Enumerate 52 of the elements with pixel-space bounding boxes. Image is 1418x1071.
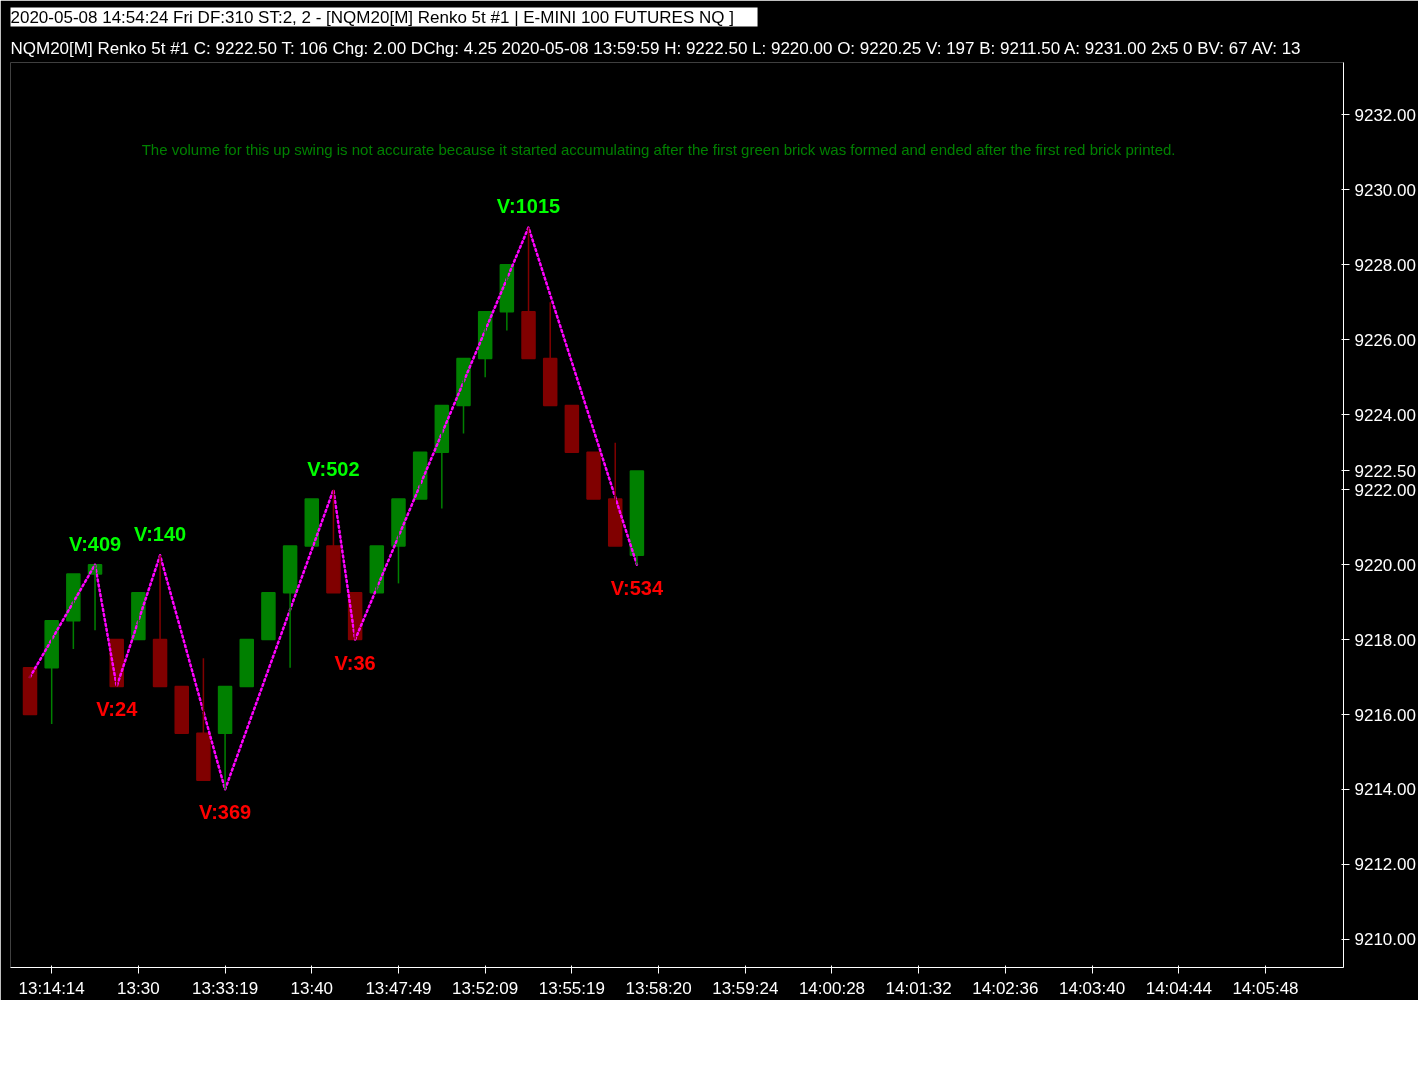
y-tick-label: 9226.00 (1354, 330, 1416, 350)
candlestick (521, 226, 536, 360)
annotation: V:369 (198, 801, 252, 824)
y-tick-label: 9222.00 (1354, 480, 1416, 500)
x-tick-label: 13:40 (290, 978, 334, 998)
x-tick-label: 14:01:32 (885, 978, 952, 998)
y-tick-label: 9232.00 (1354, 105, 1416, 125)
candlestick (304, 498, 320, 547)
annotation: V:534 (610, 576, 664, 599)
y-tick-label: 9216.00 (1354, 705, 1416, 725)
y-tick-label: 9220.00 (1354, 555, 1416, 575)
annotation: V:140 (133, 523, 187, 546)
candlestick (326, 488, 341, 594)
x-tick-label: 14:03:40 (1058, 978, 1126, 998)
candlestick (261, 592, 276, 641)
annotation: V:1015 (496, 195, 561, 218)
candlestick (412, 451, 428, 500)
y-tick-label: 9218.00 (1354, 630, 1416, 650)
y-tick-label: 9212.00 (1354, 855, 1416, 875)
candlestick (586, 451, 601, 500)
y-tick-label: 9214.00 (1354, 780, 1416, 800)
candlestick (369, 545, 385, 594)
x-tick-label: 13:33:19 (191, 978, 259, 998)
y-tick-label: 9228.00 (1354, 255, 1416, 275)
y-tick-label: 9224.00 (1354, 405, 1416, 425)
x-tick-label: 13:58:20 (625, 978, 692, 998)
y-tick-label: 9230.00 (1354, 180, 1416, 200)
x-tick-label: 14:00:28 (798, 978, 866, 998)
x-tick-label: 14:04:44 (1145, 978, 1212, 998)
candlestick (66, 573, 81, 650)
x-tick-label: 13:14:14 (18, 978, 85, 998)
annotation: The volume for this up swing is not accurate because it started accumulating after the first green brick was formed and ended after the first red brick printed. (141, 140, 1176, 158)
x-tick-label: 13:59:24 (712, 978, 779, 998)
candlestick (174, 685, 189, 735)
x-tick-label: 13:55:19 (538, 978, 605, 998)
annotation: V:409 (68, 532, 122, 555)
candlestick (196, 657, 211, 781)
x-tick-label: 14:05:48 (1232, 978, 1299, 998)
x-tick-label: 13:52:09 (452, 978, 519, 998)
candlestick (239, 638, 255, 688)
chart-title: 2020-05-08 14:54:24 Fri DF:310 ST:2, 2 - [NQM20[M] Renko 5t #1 | E-MINI 100 FUTURES NQ ] (10, 7, 734, 27)
chart-subtitle: NQM20[M] Renko 5t #1 C: 9222.50 T: 106 Chg: 2.00 DChg: 4.25 2020-05-08 13:59:59 H: 9222.50 L: 9220.00 O: 9220.25 V: 197 B: 9211.50 A: 9231.00 2x5 0 BV: 67 AV: 13 (10, 38, 1301, 58)
annotation: V:24 (96, 698, 139, 721)
annotation: V:36 (334, 651, 376, 674)
x-tick-label: 13:47:49 (365, 978, 432, 998)
x-tick-label: 14:02:36 (972, 978, 1039, 998)
candlestick (22, 666, 38, 716)
y-tick-label: 9222.50 (1354, 461, 1416, 481)
candlestick (564, 404, 580, 453)
annotation: V:502 (307, 457, 360, 480)
y-tick-label: 9210.00 (1354, 930, 1416, 950)
x-tick-label: 13:30 (117, 978, 160, 998)
